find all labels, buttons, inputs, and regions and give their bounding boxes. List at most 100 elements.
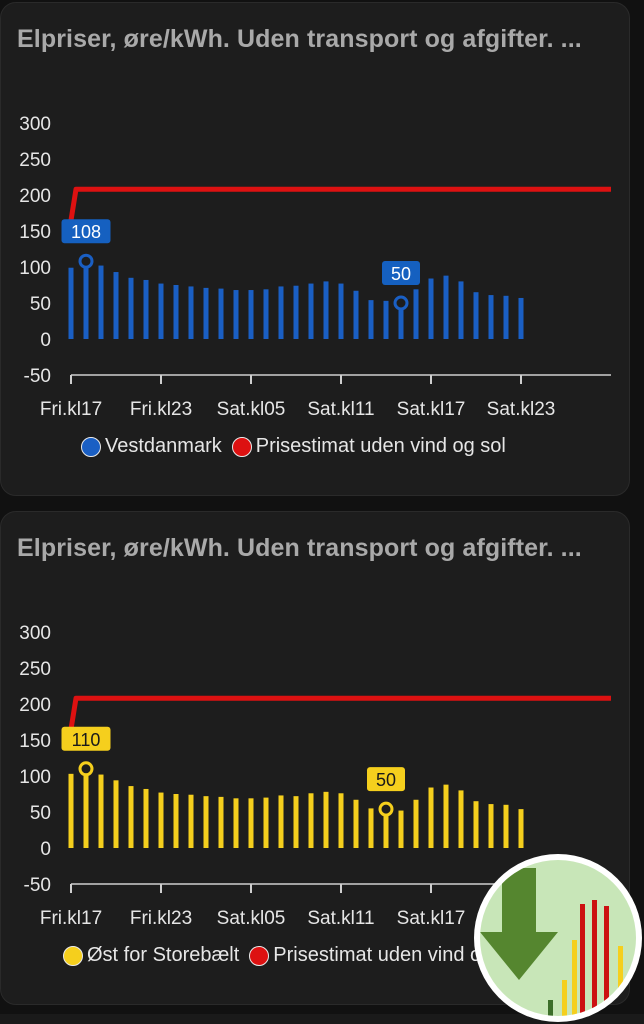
legend-item-prisestimat[interactable]: Prisestimat uden vind og sol [249, 944, 523, 967]
bar [248, 798, 254, 848]
x-tick-label: Sat.kl23 [487, 399, 556, 420]
bar [68, 267, 74, 339]
chart-legend: Vestdanmark Prisestimat uden vind og sol [81, 435, 516, 458]
bar [503, 804, 509, 848]
price-chart-card-west: Elpriser, øre/kWh. Uden transport og afg… [0, 2, 630, 496]
highlight-point [393, 295, 409, 311]
bar [218, 796, 224, 848]
bar [338, 793, 344, 848]
bar [143, 788, 149, 848]
bar [443, 275, 449, 339]
download-badge-art [480, 868, 623, 1016]
y-tick-label: 0 [40, 330, 51, 351]
y-tick-label: 200 [19, 695, 51, 716]
legend-dot-red [231, 436, 252, 457]
bar [428, 278, 434, 339]
bar [488, 295, 494, 339]
legend-label: Prisestimat uden vind og sol [255, 435, 506, 457]
bar [263, 289, 269, 339]
bar [98, 265, 104, 339]
bar [68, 773, 74, 848]
card-title: Elpriser, øre/kWh. Uden transport og afg… [17, 25, 582, 53]
y-tick-label: 250 [19, 150, 51, 171]
bar [443, 784, 449, 848]
legend-dot-blue [81, 436, 101, 457]
bar [218, 288, 224, 339]
price-chart-west: 300 250 200 150 100 50 0 -50 Fri.kl17 Fri.kl23 Sat… [19, 114, 611, 420]
bar [293, 285, 299, 339]
legend-dot-yellow [63, 945, 83, 966]
data-label: 50 [391, 264, 411, 284]
y-tick-label: 300 [19, 623, 51, 644]
legend-item-vestdanmark[interactable]: Vestdanmark [81, 435, 222, 458]
bar [308, 793, 314, 848]
bar [353, 799, 359, 848]
bar [308, 283, 314, 339]
y-tick-label: 300 [19, 114, 51, 135]
y-tick-label: 0 [40, 839, 51, 860]
bar [173, 285, 179, 339]
bar [368, 300, 374, 339]
bar [503, 295, 509, 339]
y-tick-label: 150 [19, 731, 51, 752]
bar [278, 286, 284, 339]
bar [323, 281, 329, 339]
bar [98, 774, 104, 848]
x-tick-label: Fri.kl23 [130, 399, 192, 420]
x-tick-label: Sat.kl17 [397, 908, 466, 929]
data-label: 50 [376, 770, 396, 790]
highlight-point [78, 761, 94, 777]
bar [128, 786, 134, 848]
bar [113, 272, 119, 339]
bar [413, 799, 419, 848]
bar [188, 794, 194, 848]
bar [428, 787, 434, 848]
y-tick-label: 150 [19, 222, 51, 243]
bar [458, 281, 464, 339]
bar [398, 303, 404, 339]
data-label-box [382, 261, 420, 285]
bar [518, 297, 524, 339]
x-tick-label: Sat.kl11 [307, 399, 374, 420]
estimate-line [68, 695, 611, 730]
bar [113, 780, 119, 848]
highlight-point [378, 801, 394, 817]
y-tick-label: 200 [19, 186, 51, 207]
bar [398, 810, 404, 848]
bar [473, 292, 479, 339]
legend-label: Prisestimat uden vind og sol [273, 944, 524, 966]
y-tick-label: 100 [19, 767, 51, 788]
data-label: 110 [72, 730, 101, 750]
bar [383, 300, 389, 339]
bar [263, 797, 269, 848]
legend-dot-red [249, 945, 270, 966]
bar [353, 290, 359, 339]
bar [413, 289, 419, 339]
bar [203, 287, 209, 339]
bar [488, 804, 494, 848]
y-tick-label: 250 [19, 659, 51, 680]
bar [173, 794, 179, 848]
x-tick-label: Sat.kl11 [307, 908, 374, 929]
bar [458, 790, 464, 848]
bar [83, 261, 89, 339]
legend-item-oest[interactable]: Øst for Storebælt [63, 944, 239, 967]
bar [278, 795, 284, 848]
data-label-box [61, 726, 111, 751]
bar [518, 809, 524, 848]
price-chart-east: 300 250 200 150 100 50 0 -50 Fri.kl17 Fri.kl23 Sat… [19, 623, 611, 929]
download-button[interactable] [474, 854, 642, 1022]
bar [83, 768, 89, 848]
bar [473, 801, 479, 848]
bar [233, 798, 239, 848]
legend-label: Øst for Storebælt [87, 944, 240, 966]
bar [203, 796, 209, 848]
card-title: Elpriser, øre/kWh. Uden transport og afg… [17, 534, 582, 562]
x-tick-label: Fri.kl23 [130, 908, 192, 929]
bar [143, 279, 149, 339]
bar [158, 283, 164, 339]
legend-item-prisestimat[interactable]: Prisestimat uden vind og sol [231, 435, 506, 458]
x-tick-label: Sat.kl05 [217, 399, 286, 420]
y-tick-label: -50 [24, 875, 51, 896]
download-arrow-icon [480, 860, 636, 1016]
